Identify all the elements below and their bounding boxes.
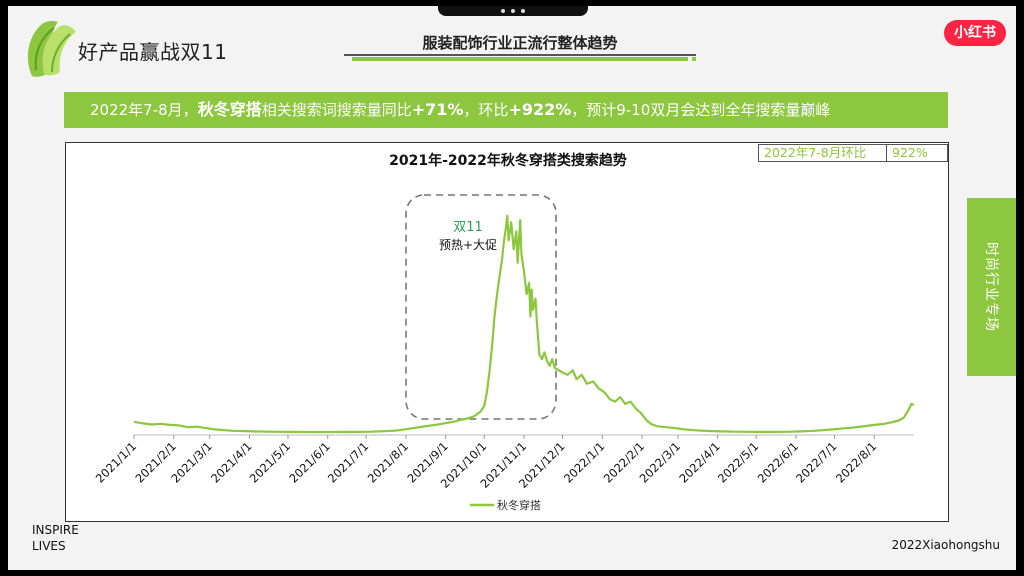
page-title: 服装配饰行业正流行整体趋势 (422, 34, 618, 52)
chart-title: 2021年-2022年秋冬穿搭类搜索趋势 (389, 152, 627, 169)
x-tick-label: 2021/8/1 (365, 439, 411, 485)
banner-mom: +922% (508, 100, 572, 119)
footer-brand: 2022Xiaohongshu (891, 538, 1000, 552)
side-tab-label: 时尚行业专场 (983, 242, 999, 332)
highlight-box (405, 194, 557, 420)
x-axis: 2021/1/12021/2/12021/3/12021/4/12021/5/1… (93, 434, 914, 491)
x-tick-label: 2022/8/1 (833, 439, 879, 485)
x-tick-label: 2021/5/1 (247, 439, 293, 485)
banner-yoy: +71% (411, 100, 464, 119)
leaf-logo-icon (27, 20, 76, 77)
dot-icon (511, 9, 515, 13)
mom-stat-box: 2022年7-8月环比 922% (758, 144, 948, 162)
title-underline (344, 54, 696, 56)
x-tick-label: 2022/1/1 (561, 439, 607, 485)
inspire-lives-tagline: INSPIRE LIVES (32, 522, 79, 554)
side-tab-fashion[interactable]: 时尚行业专场 (967, 198, 1016, 376)
chart-legend: 秋冬穿搭 (470, 498, 541, 512)
banner-keyword: 秋冬穿搭 (197, 100, 262, 119)
dot-icon (501, 9, 505, 13)
title-accent-bar (352, 57, 696, 61)
xiaohongshu-logo: 小红书 (944, 20, 1006, 46)
x-tick-label: 2021/7/1 (325, 439, 371, 485)
mom-stat-value: 922% (892, 145, 928, 160)
x-tick-label: 2022/5/1 (715, 439, 761, 485)
x-tick-label: 2022/7/1 (793, 439, 839, 485)
inspire-line-1: INSPIRE (32, 523, 79, 537)
double-11-highlight: 双11 预热+大促 (405, 194, 557, 420)
banner-text-3: ，环比 (463, 101, 509, 119)
x-tick-label: 2022/4/1 (676, 439, 722, 485)
x-tick-label: 2022/6/1 (755, 439, 801, 485)
series-lines (133, 214, 915, 434)
inspire-line-2: LIVES (32, 539, 66, 553)
mom-stat-label: 2022年7-8月环比 (759, 145, 887, 161)
legend-label: 秋冬穿搭 (497, 498, 541, 512)
banner-text-4: ，预计9-10双月会达到全年搜索量巅峰 (571, 101, 831, 119)
banner-text-1: 2022年7-8月， (90, 101, 198, 119)
x-tick-label: 2021/1/1 (93, 439, 139, 485)
x-tick-label: 2021/4/1 (208, 439, 254, 485)
brand-title: 好产品赢战双11 (78, 40, 228, 64)
trend-chart: 2021年-2022年秋冬穿搭类搜索趋势 双11 预热+大促 2021/1/1 20… (65, 142, 949, 522)
banner-text-2: 相关搜索词搜索量同比 (261, 101, 412, 119)
x-tick-label: 2021/6/1 (286, 439, 332, 485)
slide: 好产品赢战双11 服装配饰行业正流行整体趋势 小红书 2022年7-8月，秋冬穿… (8, 6, 1016, 570)
annotation-label-1: 双11 (453, 220, 483, 235)
summary-banner: 2022年7-8月，秋冬穿搭相关搜索词搜索量同比+71%，环比+922%，预计9… (64, 92, 948, 128)
window-control-bar[interactable] (438, 6, 588, 16)
series-line (133, 214, 915, 434)
dot-icon (521, 9, 525, 13)
annotation-label-2: 预热+大促 (439, 238, 497, 252)
